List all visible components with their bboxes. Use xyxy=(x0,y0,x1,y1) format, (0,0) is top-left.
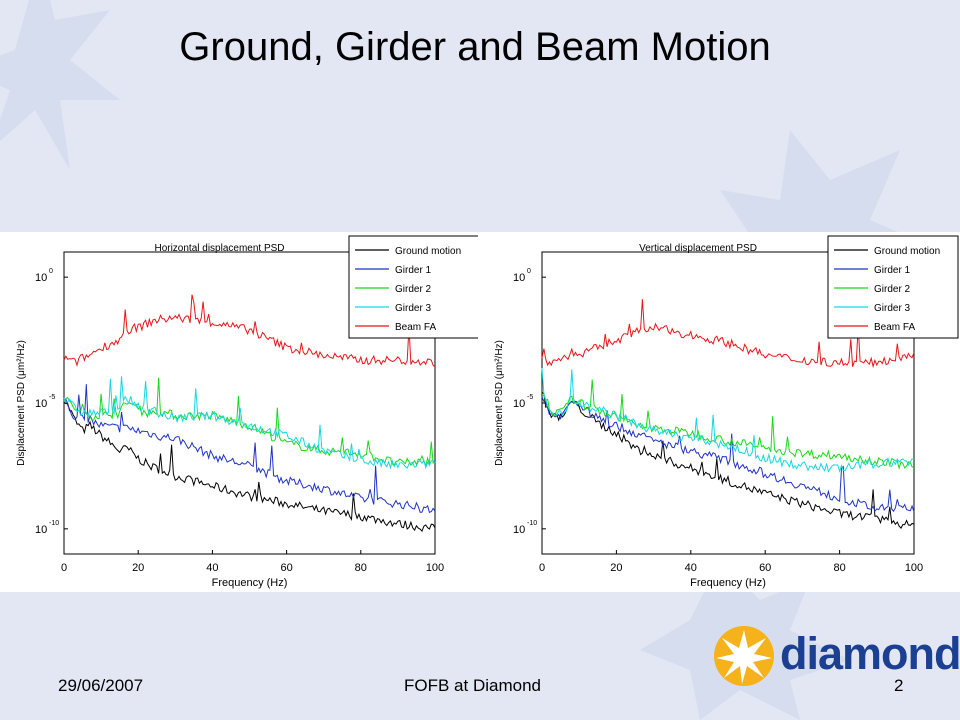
horizontal-ytick-base: 10 xyxy=(35,524,47,536)
vertical-xtick-label: 80 xyxy=(833,562,845,574)
vertical-legend-label: Ground motion xyxy=(874,246,940,257)
vertical-legend-label: Girder 3 xyxy=(874,303,911,314)
diamond-star-icon xyxy=(714,626,774,686)
vertical-legend-label: Beam FA xyxy=(874,322,915,333)
horizontal-legend-box xyxy=(348,235,478,339)
horizontal-legend-label: Girder 1 xyxy=(395,265,432,276)
vertical-legend-box xyxy=(827,235,959,339)
vertical-title: Vertical displacement PSD xyxy=(639,243,757,254)
vertical-xtick-label: 100 xyxy=(905,562,923,574)
horizontal-series-girder-2 xyxy=(63,377,436,468)
footer-date: 29/06/2007 xyxy=(58,676,144,695)
horizontal-xtick-label: 40 xyxy=(206,562,218,574)
horizontal-legend-label: Girder 3 xyxy=(395,303,432,314)
horizontal-psd-panel: Horizontal displacement PSD 0 20 40 60 80 100 F… xyxy=(0,232,478,592)
horizontal-xtick-label: 60 xyxy=(280,562,292,574)
horizontal-xtick-label: 80 xyxy=(355,562,367,574)
vertical-ytick-exp: 0 xyxy=(527,268,531,275)
horizontal-ytick-exp: 0 xyxy=(49,268,53,275)
horizontal-xtick-label: 0 xyxy=(61,562,67,574)
vertical-ytick-exp: -10 xyxy=(527,520,537,527)
vertical-legend-label: Girder 2 xyxy=(874,284,911,295)
footer-presentation-title: FOFB at Diamond xyxy=(404,676,541,695)
diamond-logo: diamond xyxy=(712,622,960,694)
horizontal-xlabel: Frequency (Hz) xyxy=(212,577,288,589)
horizontal-title: Horizontal displacement PSD xyxy=(154,243,284,254)
vertical-series-girder-3 xyxy=(541,367,915,473)
slide-title: Ground, Girder and Beam Motion xyxy=(179,25,771,69)
horizontal-ytick-base: 10 xyxy=(35,398,47,410)
vertical-xtick-label: 20 xyxy=(610,562,622,574)
vertical-xtick-label: 0 xyxy=(539,562,545,574)
logo-wordmark: diamond xyxy=(780,628,960,679)
horizontal-legend-label: Beam FA xyxy=(395,322,436,333)
horizontal-ytick-exp: -5 xyxy=(49,394,55,401)
horizontal-series-ground-motion xyxy=(63,401,436,533)
horizontal-legend-label: Ground motion xyxy=(395,246,461,257)
horizontal-series-girder-1 xyxy=(63,384,436,513)
vertical-ylabel: Displacement PSD (μm²/Hz) xyxy=(494,340,505,466)
page-number: 2 xyxy=(894,676,904,695)
vertical-xlabel: Frequency (Hz) xyxy=(690,577,766,589)
horizontal-legend-label: Girder 2 xyxy=(395,284,432,295)
vertical-series-girder-2 xyxy=(541,379,915,471)
vertical-ytick-base: 10 xyxy=(513,524,525,536)
horizontal-xtick-label: 20 xyxy=(132,562,144,574)
vertical-xtick-label: 60 xyxy=(759,562,771,574)
vertical-series-girder-1 xyxy=(541,396,915,513)
horizontal-series-beam-fa xyxy=(63,294,436,368)
vertical-legend-label: Girder 1 xyxy=(874,265,911,276)
vertical-ytick-base: 10 xyxy=(513,398,525,410)
vertical-ytick-exp: -5 xyxy=(527,394,533,401)
vertical-ytick-base: 10 xyxy=(513,272,525,284)
vertical-xtick-label: 40 xyxy=(685,562,697,574)
horizontal-series-girder-3 xyxy=(63,376,436,470)
vertical-psd-panel: Vertical displacement PSD 0 20 40 60 80 100 Fre… xyxy=(478,232,960,592)
horizontal-xtick-label: 100 xyxy=(426,562,444,574)
horizontal-ytick-exp: -10 xyxy=(49,520,59,527)
vertical-series-ground-motion xyxy=(541,391,915,529)
vertical-series-beam-fa xyxy=(541,299,915,369)
horizontal-ytick-base: 10 xyxy=(35,272,47,284)
horizontal-ylabel: Displacement PSD (μm²/Hz) xyxy=(16,340,27,466)
